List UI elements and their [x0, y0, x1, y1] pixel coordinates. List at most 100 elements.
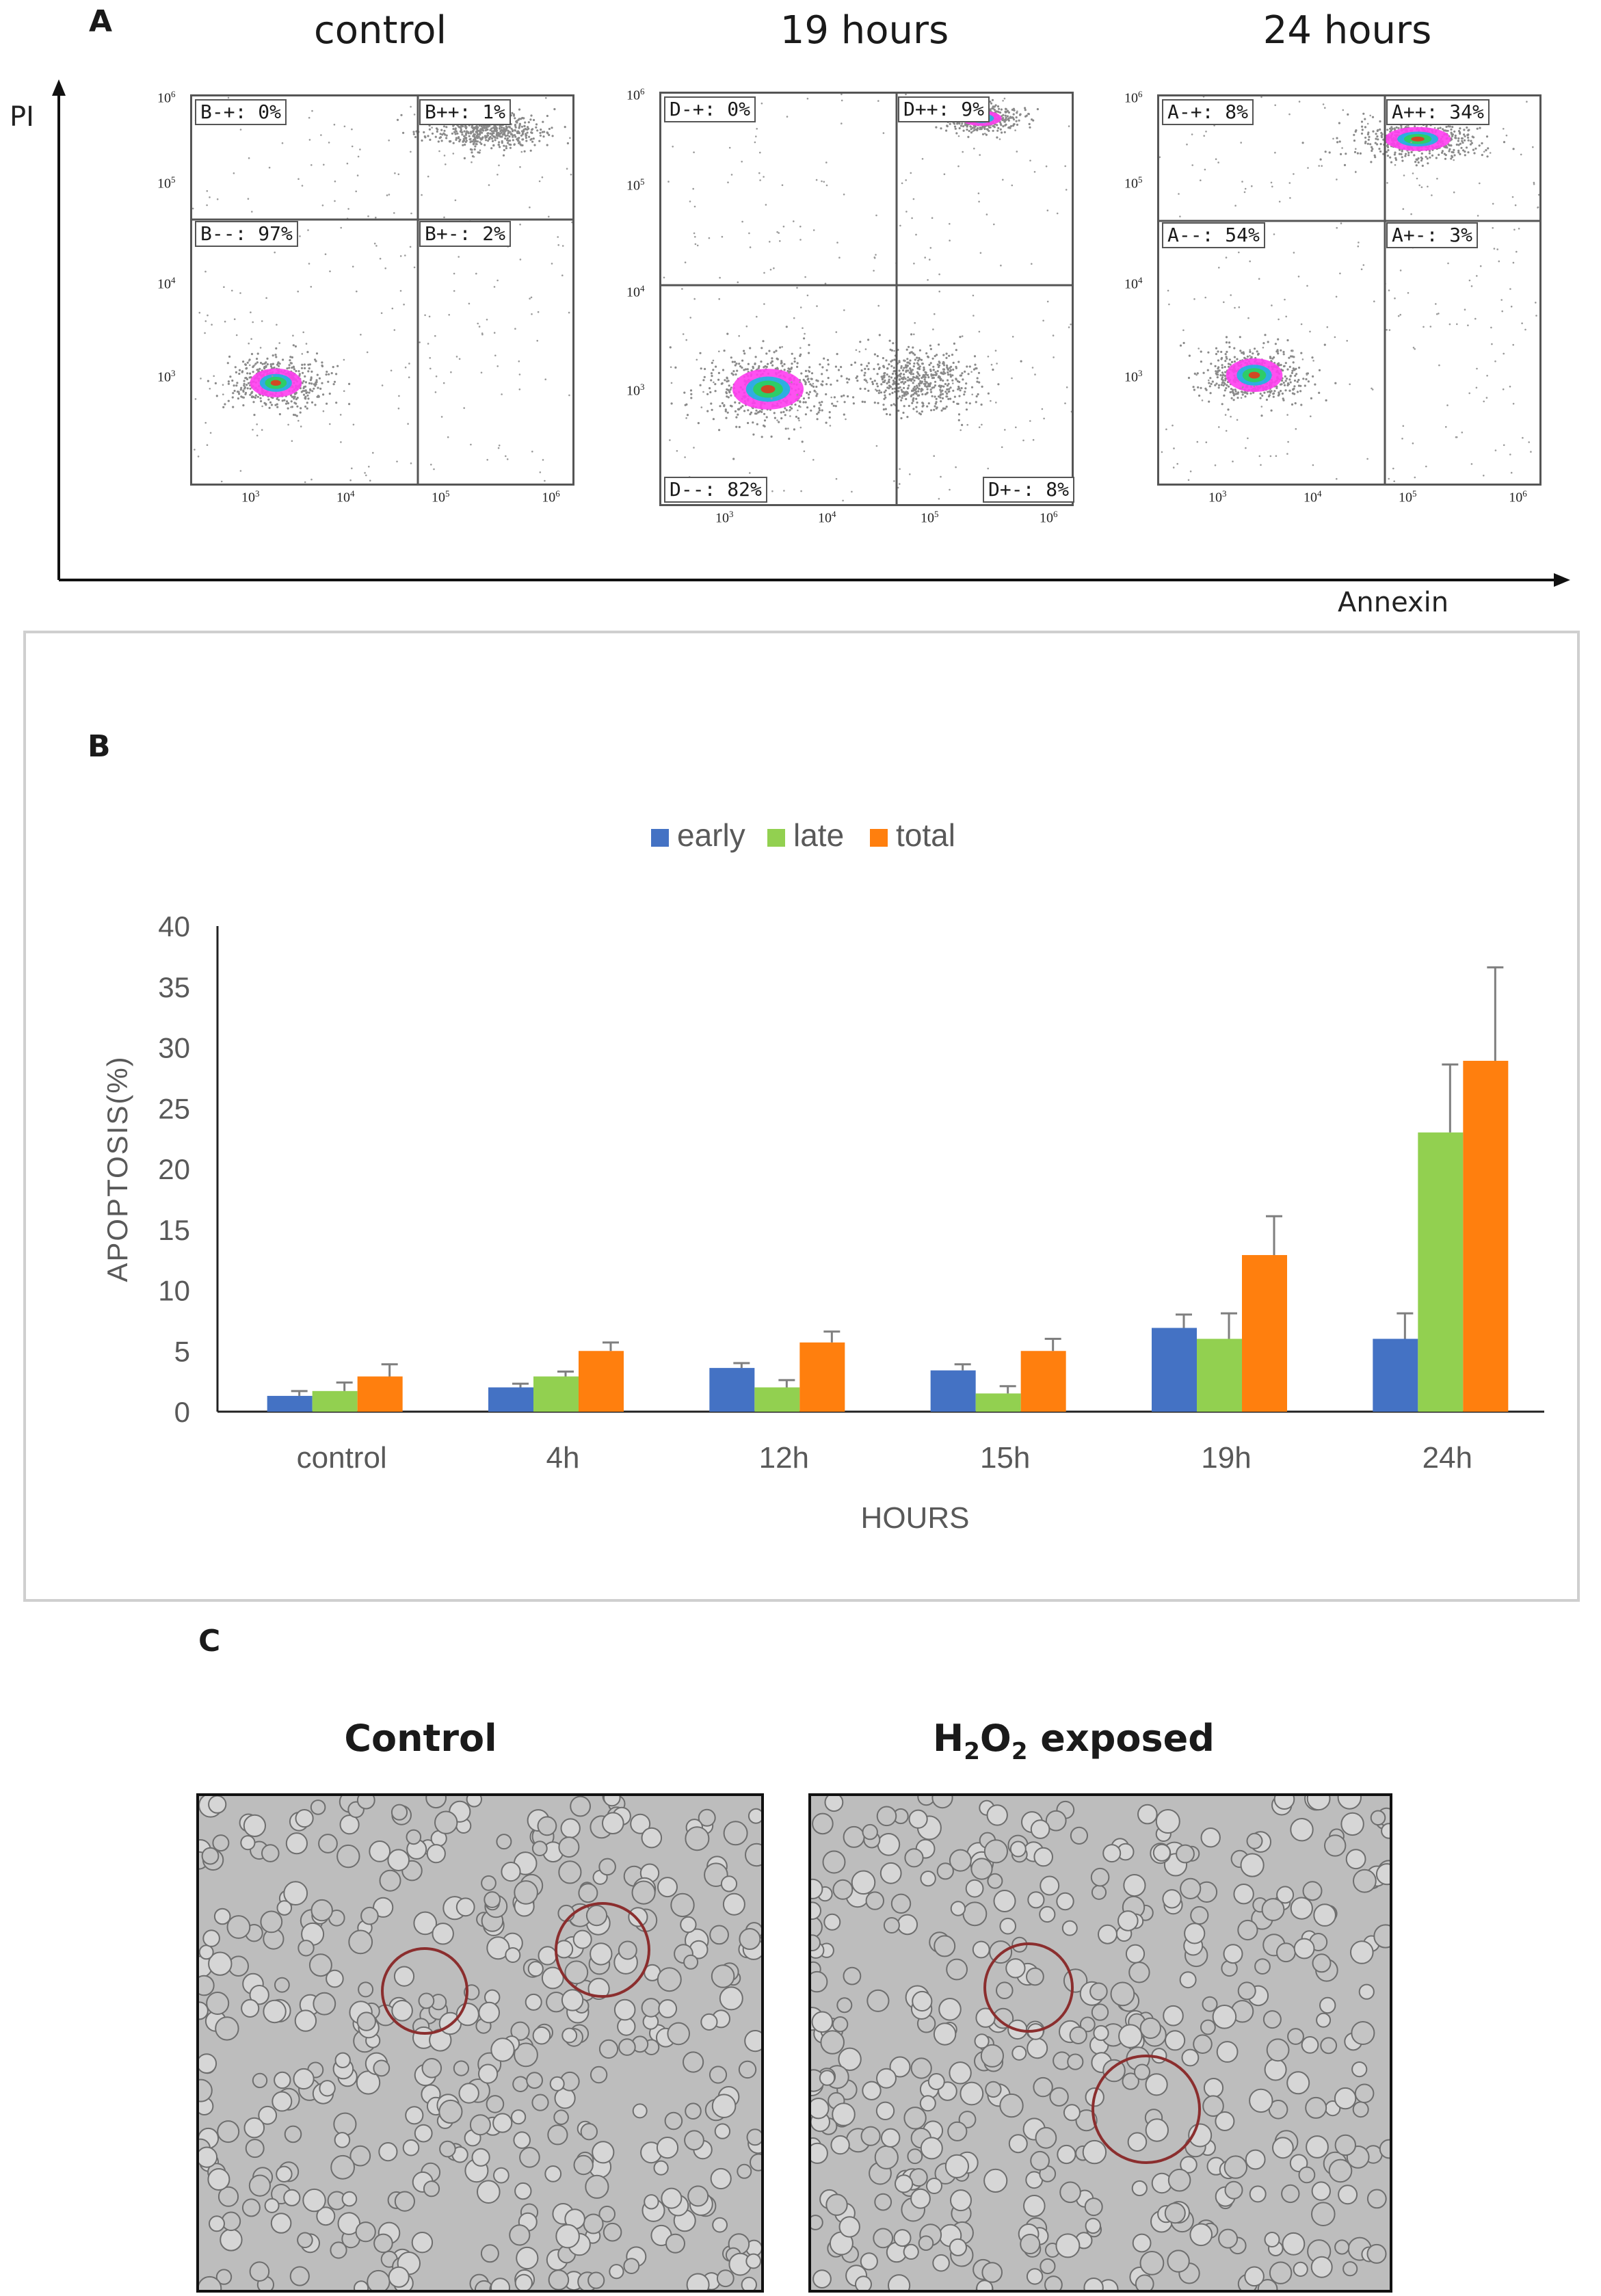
cell — [1040, 2258, 1056, 2275]
cell — [851, 1870, 876, 1895]
cell — [319, 2080, 336, 2097]
cell — [628, 1907, 648, 1927]
cell — [1089, 1982, 1108, 2001]
cell — [603, 1796, 621, 1807]
cell — [439, 2140, 456, 2158]
cell — [532, 2026, 551, 2045]
cell — [1301, 2036, 1319, 2054]
quadrant-label-lr: A+-: 3% — [1386, 222, 1479, 248]
cell — [490, 2278, 510, 2290]
cell — [240, 1835, 256, 1851]
cell — [1342, 2261, 1358, 2277]
cell — [547, 2124, 568, 2146]
density-contour — [270, 380, 281, 386]
cell — [555, 2224, 580, 2249]
cell — [667, 2022, 691, 2046]
cell — [598, 2039, 619, 2059]
cell — [1324, 1834, 1347, 1857]
cell — [516, 2246, 539, 2270]
cell — [367, 2269, 391, 2290]
cell — [1200, 1827, 1221, 1848]
cell — [1320, 2037, 1338, 2055]
cell — [720, 1875, 738, 1892]
cell — [825, 2193, 848, 2216]
cell — [1350, 1940, 1374, 1964]
cell — [486, 1936, 510, 1960]
cell — [1164, 2202, 1186, 2224]
cell — [425, 1796, 447, 1809]
cell — [241, 1998, 260, 2018]
cell — [820, 2030, 845, 2055]
cell — [723, 1821, 748, 1846]
cell — [1082, 2139, 1107, 2165]
cell — [1249, 2088, 1273, 2113]
cell — [199, 2079, 213, 2102]
cell — [356, 1796, 375, 1810]
cell — [934, 1935, 956, 1957]
cell — [1131, 2180, 1148, 2197]
cell — [330, 2241, 347, 2259]
flow-events — [663, 94, 1072, 502]
cell — [1306, 1796, 1331, 1811]
cell — [908, 1809, 928, 1829]
cell — [220, 2228, 243, 2252]
cell — [1203, 2078, 1224, 2098]
cell — [618, 2038, 636, 2056]
y-tick-label: 103 — [626, 382, 645, 399]
cell — [1118, 2024, 1143, 2048]
legend-swatch-total — [870, 829, 888, 847]
cell — [745, 1843, 761, 1867]
bar-total — [579, 1351, 624, 1412]
bar-total — [799, 1342, 845, 1412]
cell — [1334, 2087, 1357, 2110]
cell — [987, 1873, 1003, 1889]
cell — [698, 1808, 716, 1827]
cell — [860, 2252, 878, 2271]
x-tick-label: 105 — [921, 509, 939, 526]
x-tick-label: 104 — [336, 488, 355, 505]
cell — [1276, 1886, 1295, 1904]
cell — [1215, 2111, 1235, 2131]
x-tick-label: 106 — [542, 488, 560, 505]
cell — [297, 2232, 313, 2249]
highlight-circle — [983, 1942, 1074, 2033]
cell — [378, 2141, 398, 2162]
cell — [811, 1901, 821, 1920]
cell — [843, 1966, 862, 1985]
cell — [750, 2153, 761, 2172]
cell — [832, 2016, 849, 2033]
cell — [890, 1893, 912, 1914]
cell — [406, 1829, 422, 1845]
cell — [289, 2266, 310, 2286]
quadrant-label-ll: B--: 97% — [195, 221, 298, 247]
cell — [414, 2124, 433, 2143]
cell — [423, 2180, 440, 2198]
cell — [1070, 1826, 1088, 1845]
cell — [661, 2187, 683, 2209]
cell — [241, 2198, 261, 2217]
cell — [1313, 1903, 1336, 1927]
flow-events — [192, 96, 572, 484]
highlight-circle — [555, 1902, 650, 1998]
cell — [411, 2232, 434, 2254]
cell — [832, 2102, 856, 2126]
control-photo-title: Control — [344, 1717, 497, 1760]
cell — [583, 2213, 604, 2234]
cell — [920, 2137, 943, 2160]
quadrant-label-ul: A-+: 8% — [1162, 99, 1254, 125]
cell — [501, 1862, 521, 1882]
panel-a-axes — [52, 79, 1570, 587]
quadrant-label-ur: D++: 9% — [898, 96, 990, 122]
bar-late — [975, 1393, 1021, 1412]
cell — [1123, 1874, 1146, 1897]
cell — [912, 1990, 933, 2012]
cell — [355, 2221, 376, 2243]
cell — [920, 1871, 936, 1887]
y-tick-label: 5 — [174, 1335, 190, 1367]
cell — [716, 2269, 735, 2288]
highlight-circle — [381, 1947, 468, 2035]
cell — [391, 1804, 408, 1821]
cell — [903, 2107, 927, 2130]
cell — [1379, 2139, 1390, 2159]
cell — [714, 2123, 731, 2139]
